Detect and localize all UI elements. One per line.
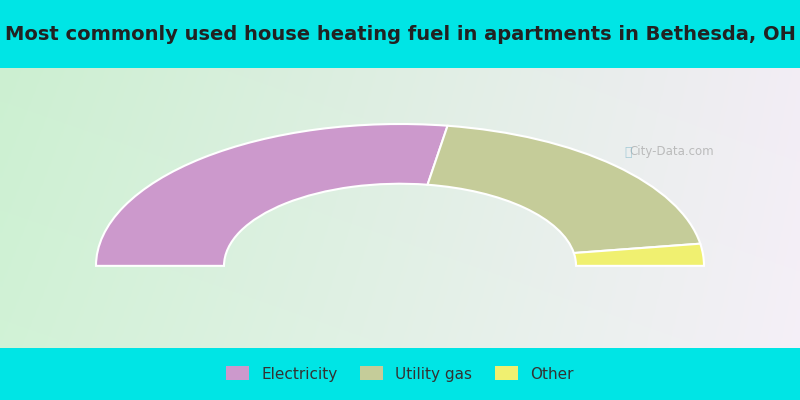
Legend: Electricity, Utility gas, Other: Electricity, Utility gas, Other xyxy=(226,366,574,382)
Wedge shape xyxy=(96,124,447,266)
Wedge shape xyxy=(574,244,704,266)
Wedge shape xyxy=(427,126,700,253)
Text: City-Data.com: City-Data.com xyxy=(630,146,714,158)
Text: ⓘ: ⓘ xyxy=(624,146,632,158)
Text: Most commonly used house heating fuel in apartments in Bethesda, OH: Most commonly used house heating fuel in… xyxy=(5,24,795,44)
